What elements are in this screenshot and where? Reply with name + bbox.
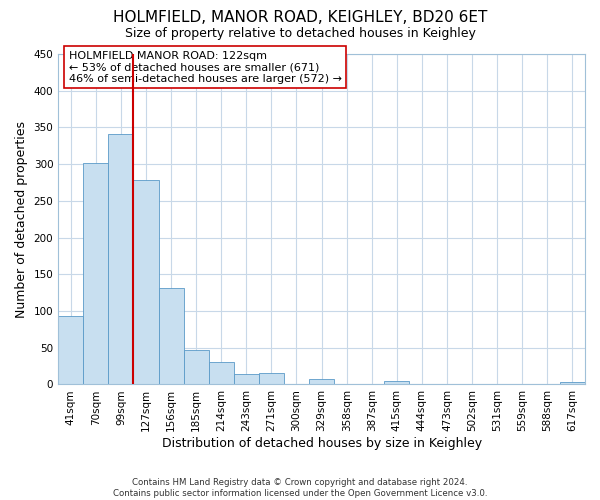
Text: HOLMFIELD MANOR ROAD: 122sqm
← 53% of detached houses are smaller (671)
46% of s: HOLMFIELD MANOR ROAD: 122sqm ← 53% of de… [69, 50, 342, 84]
Bar [259, 374, 284, 384]
Bar [209, 362, 234, 384]
X-axis label: Distribution of detached houses by size in Keighley: Distribution of detached houses by size … [161, 437, 482, 450]
Bar [83, 164, 109, 384]
Bar [158, 288, 184, 384]
Bar [560, 382, 585, 384]
Text: Size of property relative to detached houses in Keighley: Size of property relative to detached ho… [125, 28, 475, 40]
Bar [133, 180, 158, 384]
Text: HOLMFIELD, MANOR ROAD, KEIGHLEY, BD20 6ET: HOLMFIELD, MANOR ROAD, KEIGHLEY, BD20 6E… [113, 10, 487, 25]
Bar [309, 378, 334, 384]
Bar [58, 316, 83, 384]
Bar [109, 134, 133, 384]
Text: Contains HM Land Registry data © Crown copyright and database right 2024.
Contai: Contains HM Land Registry data © Crown c… [113, 478, 487, 498]
Bar [385, 381, 409, 384]
Y-axis label: Number of detached properties: Number of detached properties [15, 120, 28, 318]
Bar [234, 374, 259, 384]
Bar [184, 350, 209, 384]
